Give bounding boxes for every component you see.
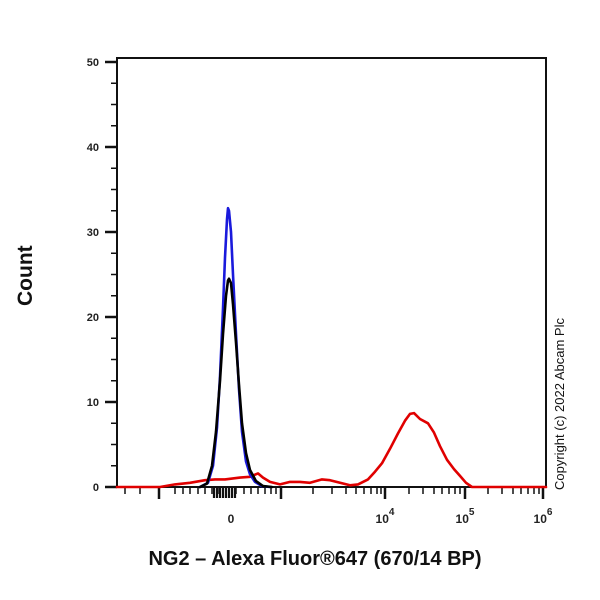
x-tick-label: 106 — [534, 507, 553, 526]
x-tick-label: 0 — [228, 512, 235, 526]
x-axis-label: NG2 – Alexa Fluor®647 (670/14 BP) — [148, 548, 482, 570]
y-axis-label-text: Count — [14, 245, 37, 306]
series-lines — [115, 206, 548, 489]
copyright-text: Copyright (c) 2022 Abcam Plc — [552, 318, 567, 490]
histogram-series-black — [198, 277, 274, 489]
x-tick-label: 104 — [376, 507, 395, 526]
y-tick-label: 0 — [93, 482, 99, 494]
y-axis: 0 10 20 30 40 50 — [87, 57, 117, 494]
x-axis: 0 104 105 106 — [124, 487, 553, 526]
x-tick-label: 105 — [456, 507, 475, 526]
plot-frame — [116, 57, 547, 488]
histogram-series-blue — [198, 206, 272, 489]
y-tick-label: 40 — [87, 142, 99, 154]
y-tick-label: 10 — [87, 397, 99, 409]
plot-border — [116, 57, 547, 488]
histogram-series-red — [115, 411, 548, 489]
y-tick-label: 30 — [87, 227, 99, 239]
y-tick-label: 50 — [87, 57, 99, 69]
y-tick-label: 20 — [87, 312, 99, 324]
